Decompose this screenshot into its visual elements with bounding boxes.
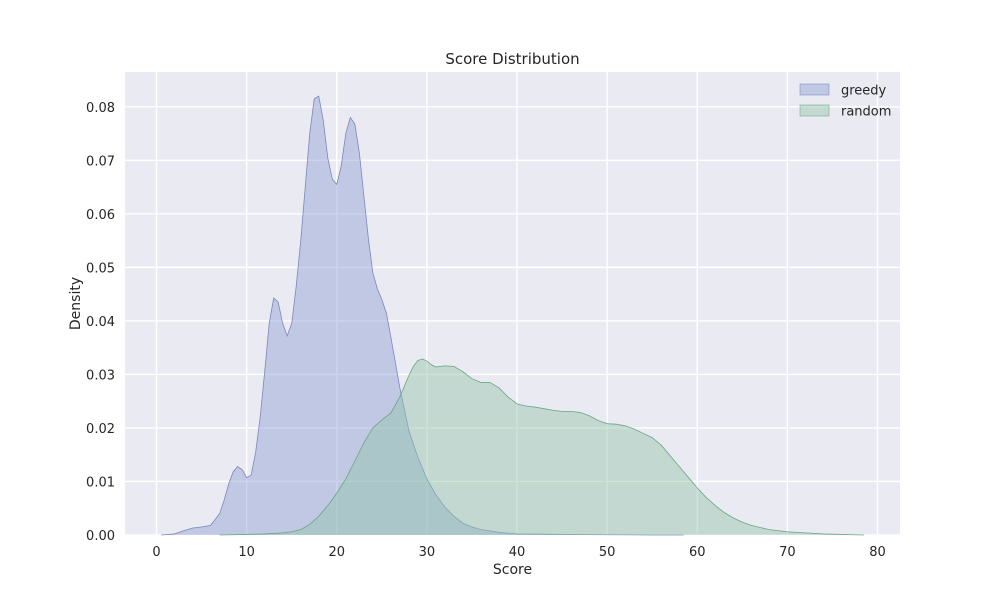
- x-axis: 0 10 20 30 40 50 60 70 80: [152, 545, 885, 560]
- y-tick-label: 0.01: [86, 475, 115, 490]
- legend-label-greedy: greedy: [841, 84, 887, 99]
- legend-swatch-random: [800, 105, 829, 116]
- y-axis: 0.00 0.01 0.02 0.03 0.04 0.05 0.06 0.07 0.08: [86, 101, 115, 544]
- y-tick-label: 0.08: [86, 101, 115, 116]
- y-tick-label: 0.06: [86, 208, 115, 223]
- x-tick-label: 30: [419, 545, 436, 560]
- y-tick-label: 0.07: [86, 154, 115, 169]
- x-tick-label: 60: [689, 545, 706, 560]
- y-tick-label: 0.02: [86, 422, 115, 437]
- legend-swatch-greedy: [800, 84, 829, 95]
- x-tick-label: 0: [152, 545, 160, 560]
- x-tick-label: 10: [238, 545, 255, 560]
- y-tick-label: 0.04: [86, 315, 115, 330]
- x-tick-label: 70: [779, 545, 796, 560]
- x-tick-label: 50: [599, 545, 616, 560]
- x-tick-label: 20: [328, 545, 345, 560]
- chart-title: Score Distribution: [445, 50, 579, 68]
- x-tick-label: 80: [869, 545, 886, 560]
- y-tick-label: 0.05: [86, 261, 115, 276]
- y-tick-label: 0.03: [86, 368, 115, 383]
- x-tick-label: 40: [509, 545, 526, 560]
- legend-label-random: random: [841, 105, 891, 120]
- y-axis-title: Density: [68, 277, 84, 330]
- x-axis-title: Score: [493, 562, 532, 578]
- y-tick-label: 0.00: [86, 529, 115, 544]
